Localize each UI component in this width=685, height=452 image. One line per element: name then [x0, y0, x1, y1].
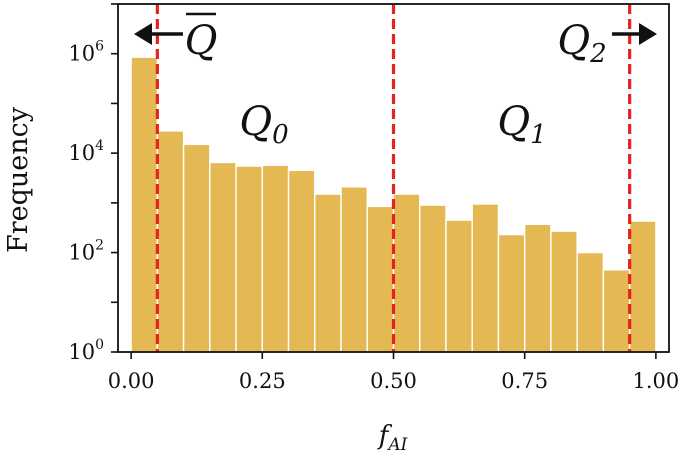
x-tick-label: 0.00 — [108, 369, 155, 393]
histogram-bar — [523, 223, 552, 353]
histogram-bar — [340, 186, 368, 353]
histogram-bar — [261, 164, 290, 353]
histogram-bar — [366, 205, 395, 353]
histogram-bar — [182, 143, 211, 353]
histogram-bar — [314, 193, 342, 353]
histogram-bar — [209, 161, 237, 353]
histogram-bar — [235, 165, 264, 353]
histogram-bar — [156, 130, 185, 353]
histogram-bar — [419, 204, 447, 353]
y-axis-label: Frequency — [3, 106, 34, 253]
x-tick-label: 1.00 — [632, 369, 679, 393]
histogram-bar — [471, 203, 500, 353]
y-tick-label: 102 — [68, 238, 104, 265]
annotation-qbar: Q — [185, 18, 218, 64]
histogram-bar — [445, 219, 473, 353]
histogram-bar — [392, 193, 421, 353]
annotation-q0: Q0 — [239, 99, 288, 150]
histogram-bar — [576, 251, 605, 353]
y-tick-label: 104 — [68, 138, 104, 165]
left-arrow-icon — [134, 23, 152, 45]
histogram-bar — [550, 230, 578, 353]
histogram-bar — [497, 233, 526, 353]
annotation-q2: Q2 — [557, 18, 606, 69]
x-tick-label: 0.75 — [501, 369, 548, 393]
x-axis-label-subscript: AI — [386, 435, 407, 452]
bars-group — [130, 56, 657, 353]
y-tick-label: 100 — [68, 337, 104, 364]
histogram-bar — [130, 56, 159, 353]
threshold-lines-group — [155, 4, 632, 352]
y-axis-ticks: 100 102 104 106 — [68, 3, 118, 364]
x-tick-label: 0.25 — [239, 369, 286, 393]
x-axis-ticks: 0.00 0.25 0.50 0.75 1.00 — [108, 352, 679, 393]
histogram-bar — [602, 269, 631, 353]
annotation-q1: Q1 — [497, 99, 546, 150]
x-tick-label: 0.50 — [370, 369, 417, 393]
x-axis-label: fAI — [377, 421, 408, 452]
histogram-bar — [628, 220, 657, 353]
right-arrow-icon — [639, 23, 657, 45]
histogram-bar — [287, 169, 316, 353]
y-tick-label: 106 — [68, 39, 104, 66]
